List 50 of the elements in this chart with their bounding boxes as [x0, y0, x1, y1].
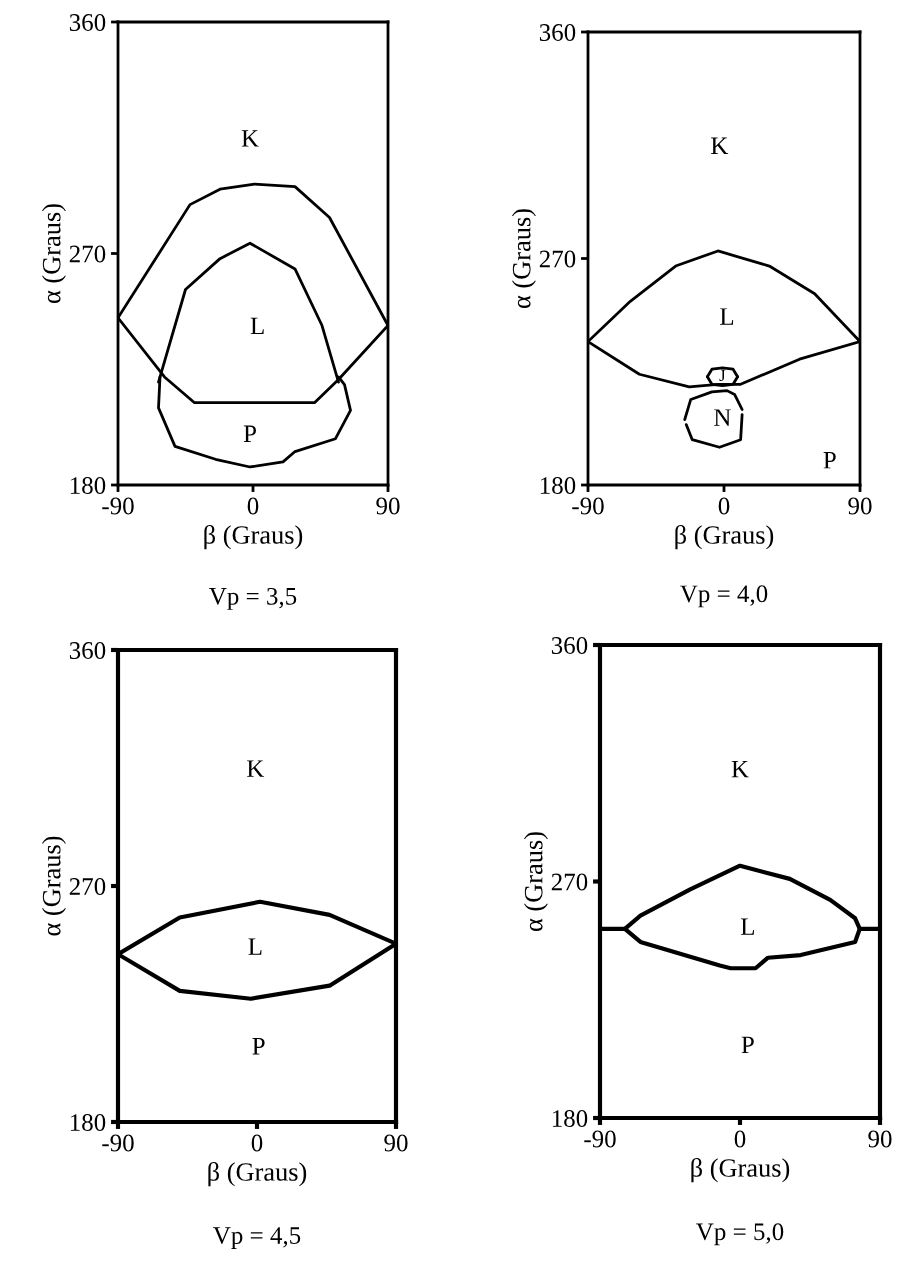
y-tick-label: 270	[551, 873, 588, 891]
text: Vp = 4,5	[213, 1227, 301, 1249]
annotation: K	[247, 760, 265, 777]
x-axis-title: β (Graus)	[208, 1162, 307, 1187]
annotation: L	[720, 308, 734, 325]
y-axis-title: α (Graus)	[511, 209, 536, 308]
x-tick-label: -90	[584, 1130, 616, 1148]
annotation: K	[731, 760, 749, 778]
x-tick-label: 0	[247, 497, 259, 515]
y-tick-label: 180	[70, 1114, 106, 1131]
annotation: J	[719, 369, 726, 381]
annotation: L	[250, 317, 264, 335]
x-axis-title: β (Graus)	[691, 1158, 790, 1183]
text: Vp = 5,0	[696, 1223, 784, 1246]
y-tick-label: 270	[69, 245, 106, 263]
y-tick-label: 180	[70, 477, 106, 494]
x-tick-label: -90	[102, 497, 134, 515]
x-tick-label: 0	[734, 1130, 746, 1148]
y-tick-label: 360	[539, 24, 576, 41]
x-tick-label: 90	[868, 1130, 892, 1148]
annotation: L	[740, 918, 754, 935]
x-tick-label: 90	[376, 497, 400, 515]
x-tick-label: -90	[572, 497, 604, 515]
annotation: N	[714, 409, 731, 426]
annotation: P	[741, 1036, 754, 1054]
annotation: P	[823, 451, 836, 469]
y-tick-label: 270	[69, 878, 106, 895]
annotation: K	[711, 137, 729, 154]
x-tick-label: 0	[718, 497, 730, 515]
x-tick-label: 90	[848, 497, 872, 515]
x-tick-label: 0	[251, 1134, 263, 1152]
x-axis-title: β (Graus)	[675, 525, 774, 550]
text: Vp = 3,5	[209, 587, 297, 610]
y-tick-label: 180	[540, 477, 576, 494]
annotation: L	[248, 938, 262, 955]
y-tick-label: 360	[69, 642, 106, 659]
y-axis-title: α (Graus)	[523, 832, 548, 931]
x-tick-label: 90	[384, 1134, 408, 1152]
annotation: P	[243, 425, 256, 442]
annotation: K	[241, 130, 259, 147]
y-axis-title: α (Graus)	[41, 204, 66, 303]
y-tick-label: 360	[551, 637, 588, 654]
x-axis-title: β (Graus)	[204, 525, 303, 550]
text: Vp = 4,0	[680, 585, 768, 608]
y-axis-title: α (Graus)	[41, 836, 66, 936]
y-tick-label: 360	[69, 14, 106, 31]
y-tick-label: 180	[552, 1110, 588, 1127]
x-tick-label: -90	[102, 1134, 134, 1152]
annotation: P	[252, 1038, 265, 1055]
y-tick-label: 270	[539, 250, 576, 268]
